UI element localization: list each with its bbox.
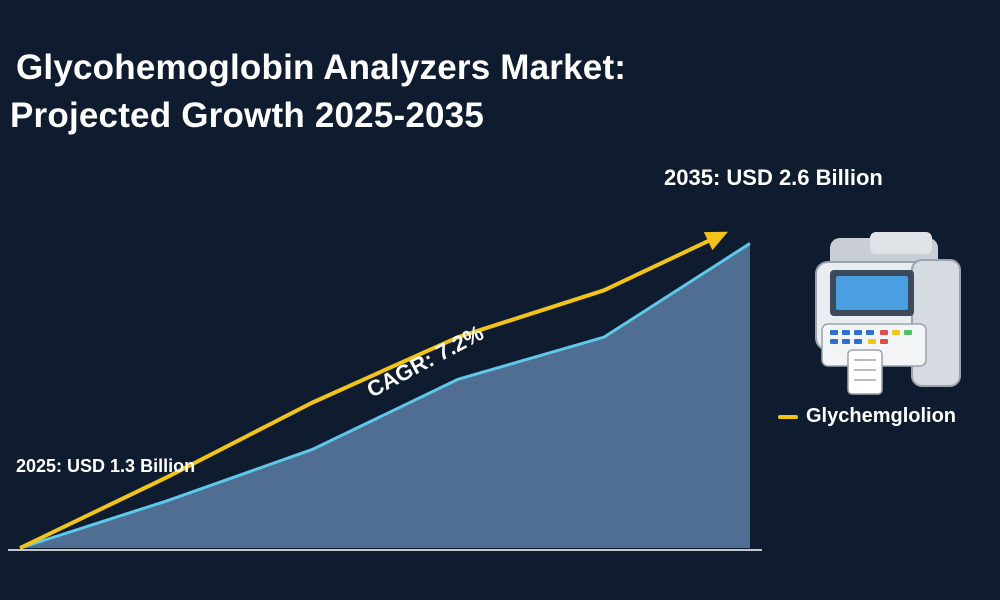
start-value-label: 2025: USD 1.3 Billion (16, 456, 195, 476)
title-line-1: Glycohemoglobin Analyzers Market: (16, 48, 627, 87)
analyzer-device-icon (815, 232, 961, 395)
legend-swatch (778, 414, 798, 419)
end-value-label: 2035: USD 2.6 Billion (664, 165, 883, 190)
chart-title: Glycohemoglobin Analyzers Market: Projec… (10, 44, 626, 140)
legend-label: Glychemglolion (806, 405, 957, 427)
trend-layer (19, 231, 728, 550)
legend: Glychemglolion (778, 405, 956, 428)
series-layer (19, 242, 751, 550)
title-line-2: Projected Growth 2025-2035 (10, 96, 485, 135)
area-layer (20, 243, 750, 548)
trend-arrow-head (703, 231, 728, 251)
trend-arrow-line (19, 234, 720, 550)
series-line (19, 242, 751, 550)
series-area (20, 243, 750, 548)
